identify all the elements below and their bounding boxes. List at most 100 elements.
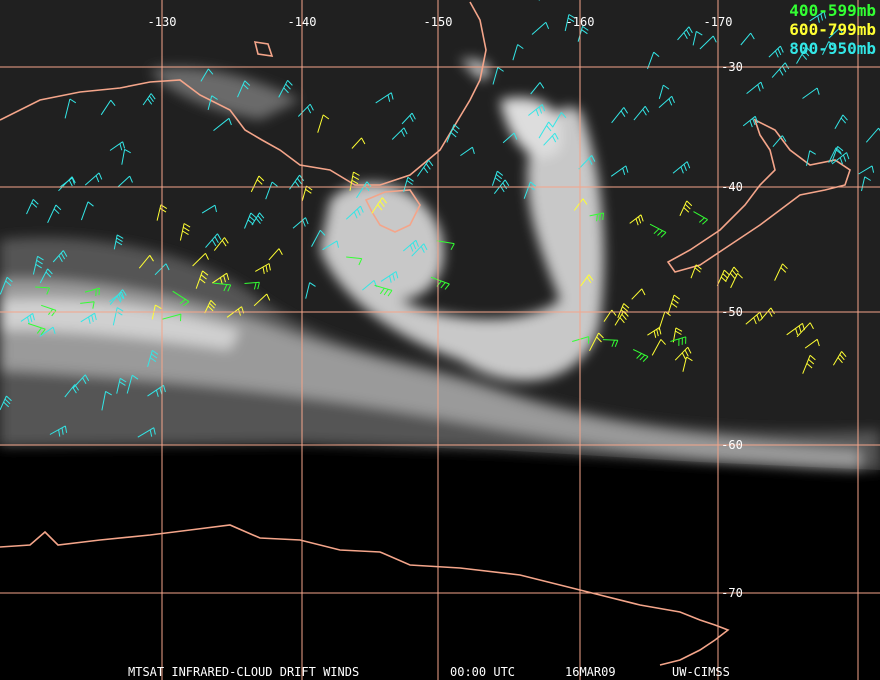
wind-barb (786, 322, 805, 336)
wind-barb (109, 289, 127, 305)
wind-barb (822, 41, 835, 56)
wind-barb (117, 175, 133, 188)
wind-barb (692, 30, 703, 46)
wind-barb (346, 256, 363, 266)
wind-barb (64, 384, 80, 398)
wind-barb (796, 322, 814, 338)
wind-barb (411, 243, 428, 257)
longitude-label: -130 (148, 15, 177, 29)
longitude-label: -170 (704, 15, 733, 29)
wind-barb (52, 250, 68, 263)
wind-barb (154, 263, 170, 276)
wind-barb (35, 286, 50, 295)
legend-entry: 400-599mb (789, 1, 876, 20)
wind-barb (26, 199, 39, 215)
wind-barb (345, 205, 364, 220)
wind-barb (589, 332, 604, 352)
wind-barb (391, 127, 408, 140)
wind-barb (512, 44, 524, 61)
wind-barb (699, 35, 717, 50)
wind-barb (0, 276, 13, 295)
latitude-label: -60 (721, 438, 743, 452)
wind-barb (436, 240, 455, 251)
wind-barb (589, 212, 604, 222)
island (253, 41, 274, 57)
wind-barb (416, 159, 434, 177)
wind-barb (20, 312, 35, 324)
wind-barb (253, 293, 271, 307)
wind-barb (101, 390, 112, 411)
wind-barb (237, 80, 251, 98)
wind-barb (774, 263, 788, 281)
wind-barb (865, 127, 880, 143)
wind-barb (207, 95, 218, 111)
wind-barb (802, 354, 816, 374)
wind-barb (142, 93, 156, 106)
wind-barb (746, 81, 764, 94)
wind-barb (113, 234, 124, 250)
wind-barb (632, 349, 649, 362)
wind-barb (716, 269, 730, 287)
wind-barb (674, 346, 692, 361)
wind-barb (351, 137, 366, 149)
wind-barb (611, 107, 629, 124)
wind-barb (772, 135, 787, 148)
wind-barb (138, 254, 154, 269)
wind-barb (693, 211, 708, 225)
wind-barb (27, 323, 46, 335)
wind-barb (374, 284, 393, 297)
wind-barb (137, 427, 156, 438)
wind-barb (192, 252, 209, 267)
wind-barb (244, 281, 260, 290)
wind-barb (244, 212, 257, 229)
wind-barb (47, 204, 62, 224)
wind-barb (670, 336, 687, 346)
wind-barb (116, 377, 127, 394)
wind-barb (523, 181, 537, 199)
wind-barb (834, 114, 848, 130)
wind-barb (679, 200, 693, 217)
wind-barb (802, 87, 820, 99)
wind-barb (831, 146, 844, 163)
wind-barb (578, 155, 596, 170)
wind-barb (690, 264, 702, 279)
wind-barb (602, 339, 619, 347)
wind-barb (317, 114, 330, 133)
wind-barb (768, 45, 784, 58)
wind-barb (651, 339, 666, 356)
wind-barb (100, 99, 116, 116)
footer-text: UW-CIMSS (672, 665, 730, 679)
wind-barb (745, 311, 763, 325)
footer-text: MTSAT INFRARED-CLOUD DRIFT WINDS (128, 665, 359, 679)
wind-barb (401, 112, 416, 125)
wind-barbs (0, 0, 880, 438)
wind-barb (356, 181, 372, 199)
wind-barb (32, 255, 44, 275)
wind-barb (610, 165, 629, 177)
wind-barb (265, 181, 278, 200)
wind-barb (84, 287, 100, 297)
wind-barb (538, 121, 554, 139)
wind-barb (492, 66, 504, 85)
wind-barb (278, 79, 293, 98)
wind-barb (502, 132, 518, 144)
wind-barb (161, 313, 182, 322)
wind-barb (375, 92, 394, 104)
wind-barb (126, 374, 139, 394)
wind-barb (725, 266, 739, 282)
wind-barb (213, 282, 232, 292)
wind-barb (200, 68, 214, 82)
legend-entry: 800-950mb (789, 39, 876, 58)
wind-barb (832, 351, 847, 366)
wind-barb (740, 32, 755, 46)
wind-barb (250, 175, 265, 193)
wind-barb (564, 14, 576, 32)
longitude-label: -160 (566, 15, 595, 29)
wind-barb (828, 27, 844, 39)
wind-barb (672, 161, 691, 174)
wind-barb (147, 349, 159, 367)
wind-barb (631, 288, 646, 300)
wind-barb (649, 223, 667, 238)
wind-barb (580, 274, 594, 287)
